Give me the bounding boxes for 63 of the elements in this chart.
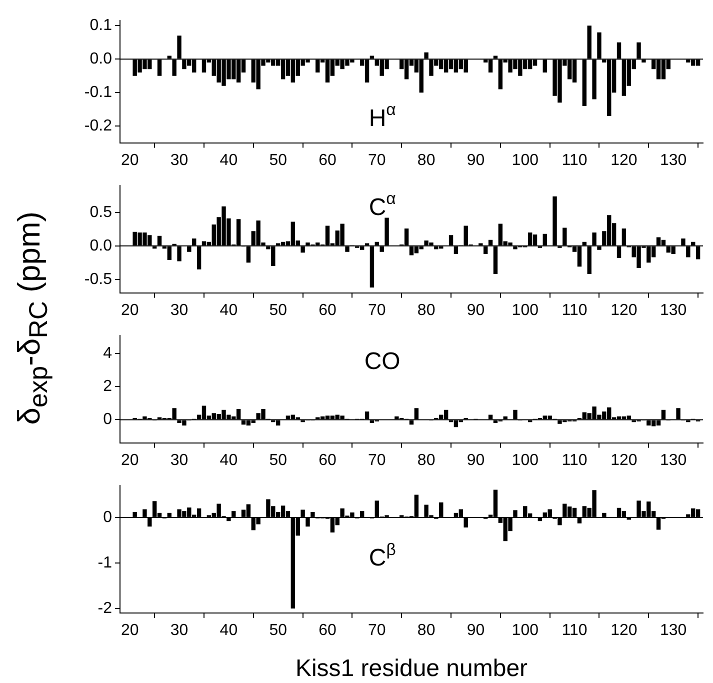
x-tick-label: 40 (220, 622, 238, 640)
x-tick-label: 50 (269, 152, 288, 169)
y-tick-label: -0.1 (84, 84, 112, 101)
x-tick-label: 130 (660, 622, 687, 640)
x-tick-label: 120 (610, 152, 638, 169)
x-tick-label: 80 (417, 302, 436, 319)
x-tick-label: 80 (417, 622, 436, 640)
x-tick-label: 70 (368, 622, 386, 640)
x-tick-label: 120 (610, 302, 638, 319)
x-tick-label: 40 (220, 302, 238, 319)
x-tick-label: 100 (512, 302, 539, 319)
x-tick-label: 20 (120, 152, 139, 169)
y-tick-label: 4 (103, 345, 112, 362)
y-tick-label: -2 (98, 600, 112, 617)
x-tick-label: 130 (660, 452, 687, 469)
x-tick-label: 60 (318, 622, 337, 640)
x-tick-label: 60 (318, 152, 337, 169)
x-tick-label: 20 (120, 302, 139, 319)
y-tick-label: -0.2 (84, 117, 112, 134)
x-tick-label: 130 (660, 152, 687, 169)
y-tick-label: 2 (103, 378, 112, 396)
x-tick-label: 60 (318, 302, 337, 319)
x-tick-label: 70 (368, 152, 386, 169)
x-tick-label: 40 (220, 452, 238, 469)
x-tick-label: 50 (269, 452, 288, 469)
x-tick-label: 90 (466, 152, 485, 169)
x-tick-label: 100 (512, 152, 539, 169)
x-tick-label: 90 (466, 452, 485, 469)
x-tick-label: 40 (220, 152, 238, 169)
x-tick-label: 30 (170, 622, 188, 640)
x-tick-label: 120 (610, 452, 638, 469)
y-tick-label: -1 (98, 554, 112, 572)
x-tick-label: 30 (170, 152, 188, 169)
y-tick-label: 0.0 (90, 237, 112, 254)
x-tick-label: 20 (120, 452, 139, 469)
x-tick-label: 110 (562, 302, 588, 319)
x-tick-label: 20 (120, 622, 139, 640)
y-tick-label: 0 (103, 411, 112, 428)
x-tick-label: 100 (512, 452, 539, 469)
x-tick-label: 30 (170, 452, 188, 469)
x-axis-title: Kiss1 residue number (295, 655, 528, 682)
x-tick-label: 100 (512, 622, 539, 640)
x-tick-label: 60 (318, 452, 337, 469)
x-tick-label: 50 (269, 622, 288, 640)
x-tick-label: 90 (466, 622, 485, 640)
x-tick-label: 130 (660, 302, 687, 319)
x-tick-label: 70 (368, 452, 386, 469)
x-tick-label: 80 (417, 152, 436, 169)
x-tick-label: 110 (562, 452, 588, 469)
x-tick-label: 30 (170, 302, 188, 319)
x-tick-label: 120 (610, 622, 638, 640)
x-tick-label: 90 (466, 302, 485, 319)
x-tick-label: 110 (562, 152, 588, 169)
y-tick-label: 0.0 (90, 50, 112, 68)
y-tick-label: 0 (103, 508, 112, 526)
y-tick-label: 0.5 (90, 204, 112, 221)
y-tick-label: 0.1 (90, 17, 112, 34)
x-tick-label: 80 (417, 452, 436, 469)
x-tick-label: 110 (562, 622, 588, 640)
annotation: CO (364, 348, 400, 376)
x-tick-label: 50 (269, 302, 288, 319)
x-tick-label: 70 (368, 302, 386, 319)
y-tick-label: -0.5 (84, 270, 112, 288)
